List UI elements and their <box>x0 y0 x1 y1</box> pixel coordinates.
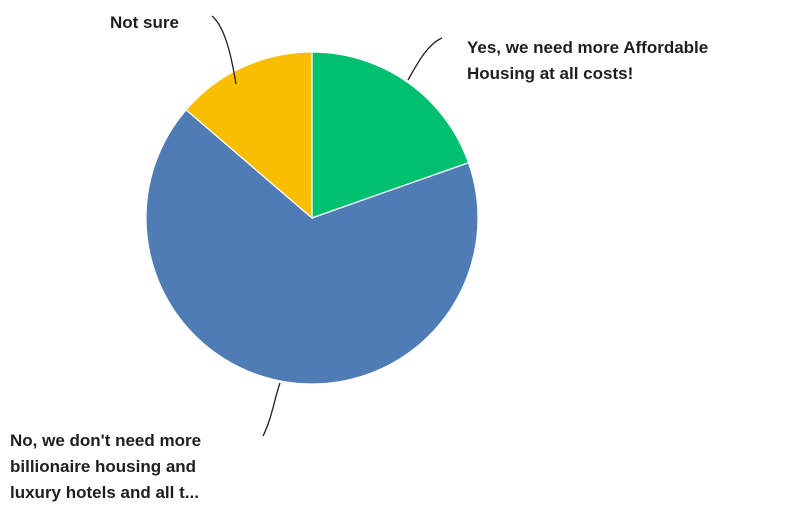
pie-slices <box>145 51 479 385</box>
pie-slice-not-sure <box>185 51 313 220</box>
label-yes-line-2: Housing at all costs! <box>467 64 633 83</box>
label-no-line-3: luxury hotels and all t... <box>10 483 199 502</box>
leader-line-no <box>262 382 281 437</box>
leader-line-yes <box>407 37 443 81</box>
pie-slice-no <box>145 108 479 385</box>
label-yes: Yes, we need more Affordable Housing at … <box>467 38 713 83</box>
slice-labels: Yes, we need more Affordable Housing at … <box>10 13 713 502</box>
label-not-sure: Not sure <box>110 13 179 32</box>
label-no: No, we don't need more billionaire housi… <box>10 431 206 502</box>
leader-line-not-sure <box>211 15 237 85</box>
label-no-line-1: No, we don't need more <box>10 431 201 450</box>
label-no-line-2: billionaire housing and <box>10 457 196 476</box>
leader-lines <box>211 15 443 437</box>
label-yes-line-1: Yes, we need more Affordable <box>467 38 708 57</box>
label-not-sure-line-1: Not sure <box>110 13 179 32</box>
